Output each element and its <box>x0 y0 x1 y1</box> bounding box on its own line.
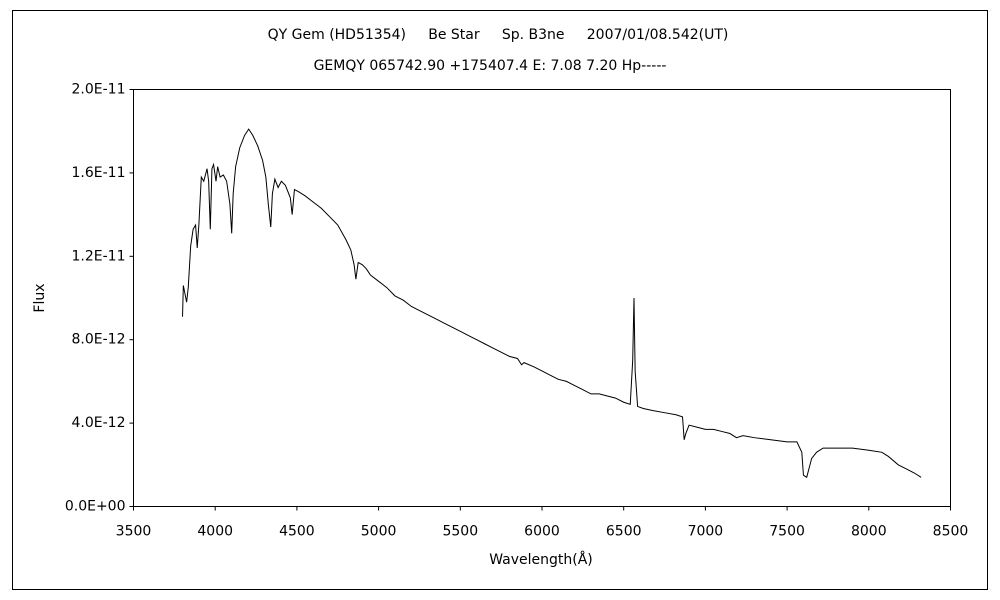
chart-subtitle: GEMQY 065742.90 +175407.4 E: 7.08 7.20 H… <box>314 58 667 74</box>
x-tick-label: 6500 <box>606 524 642 540</box>
x-tick-label: 4500 <box>279 524 315 540</box>
x-tick-label: 5000 <box>361 524 397 540</box>
y-tick-label: 8.0E-12 <box>72 332 126 348</box>
x-tick-label: 8500 <box>933 524 969 540</box>
y-tick-label: 4.0E-12 <box>72 415 126 431</box>
y-tick-label: 1.6E-11 <box>72 165 126 181</box>
chart-border <box>12 10 988 590</box>
y-tick-label: 1.2E-11 <box>72 248 126 264</box>
x-tick-label: 7000 <box>688 524 724 540</box>
x-tick-label: 7500 <box>769 524 805 540</box>
spectrum-line <box>182 128 922 479</box>
chart-title: QY Gem (HD51354) Be Star Sp. B3ne 2007/0… <box>268 27 729 43</box>
y-tick-label: 2.0E-11 <box>72 82 126 98</box>
y-tick-label: 0.0E+00 <box>65 499 126 515</box>
x-tick-label: 6000 <box>524 524 560 540</box>
x-tick-label: 8000 <box>851 524 887 540</box>
x-tick-label: 5500 <box>442 524 478 540</box>
x-tick-label: 4000 <box>197 524 233 540</box>
x-axis-label: Wavelength(Å) <box>489 551 593 568</box>
x-tick-label: 3500 <box>116 524 152 540</box>
y-axis-label: Flux <box>32 283 48 312</box>
